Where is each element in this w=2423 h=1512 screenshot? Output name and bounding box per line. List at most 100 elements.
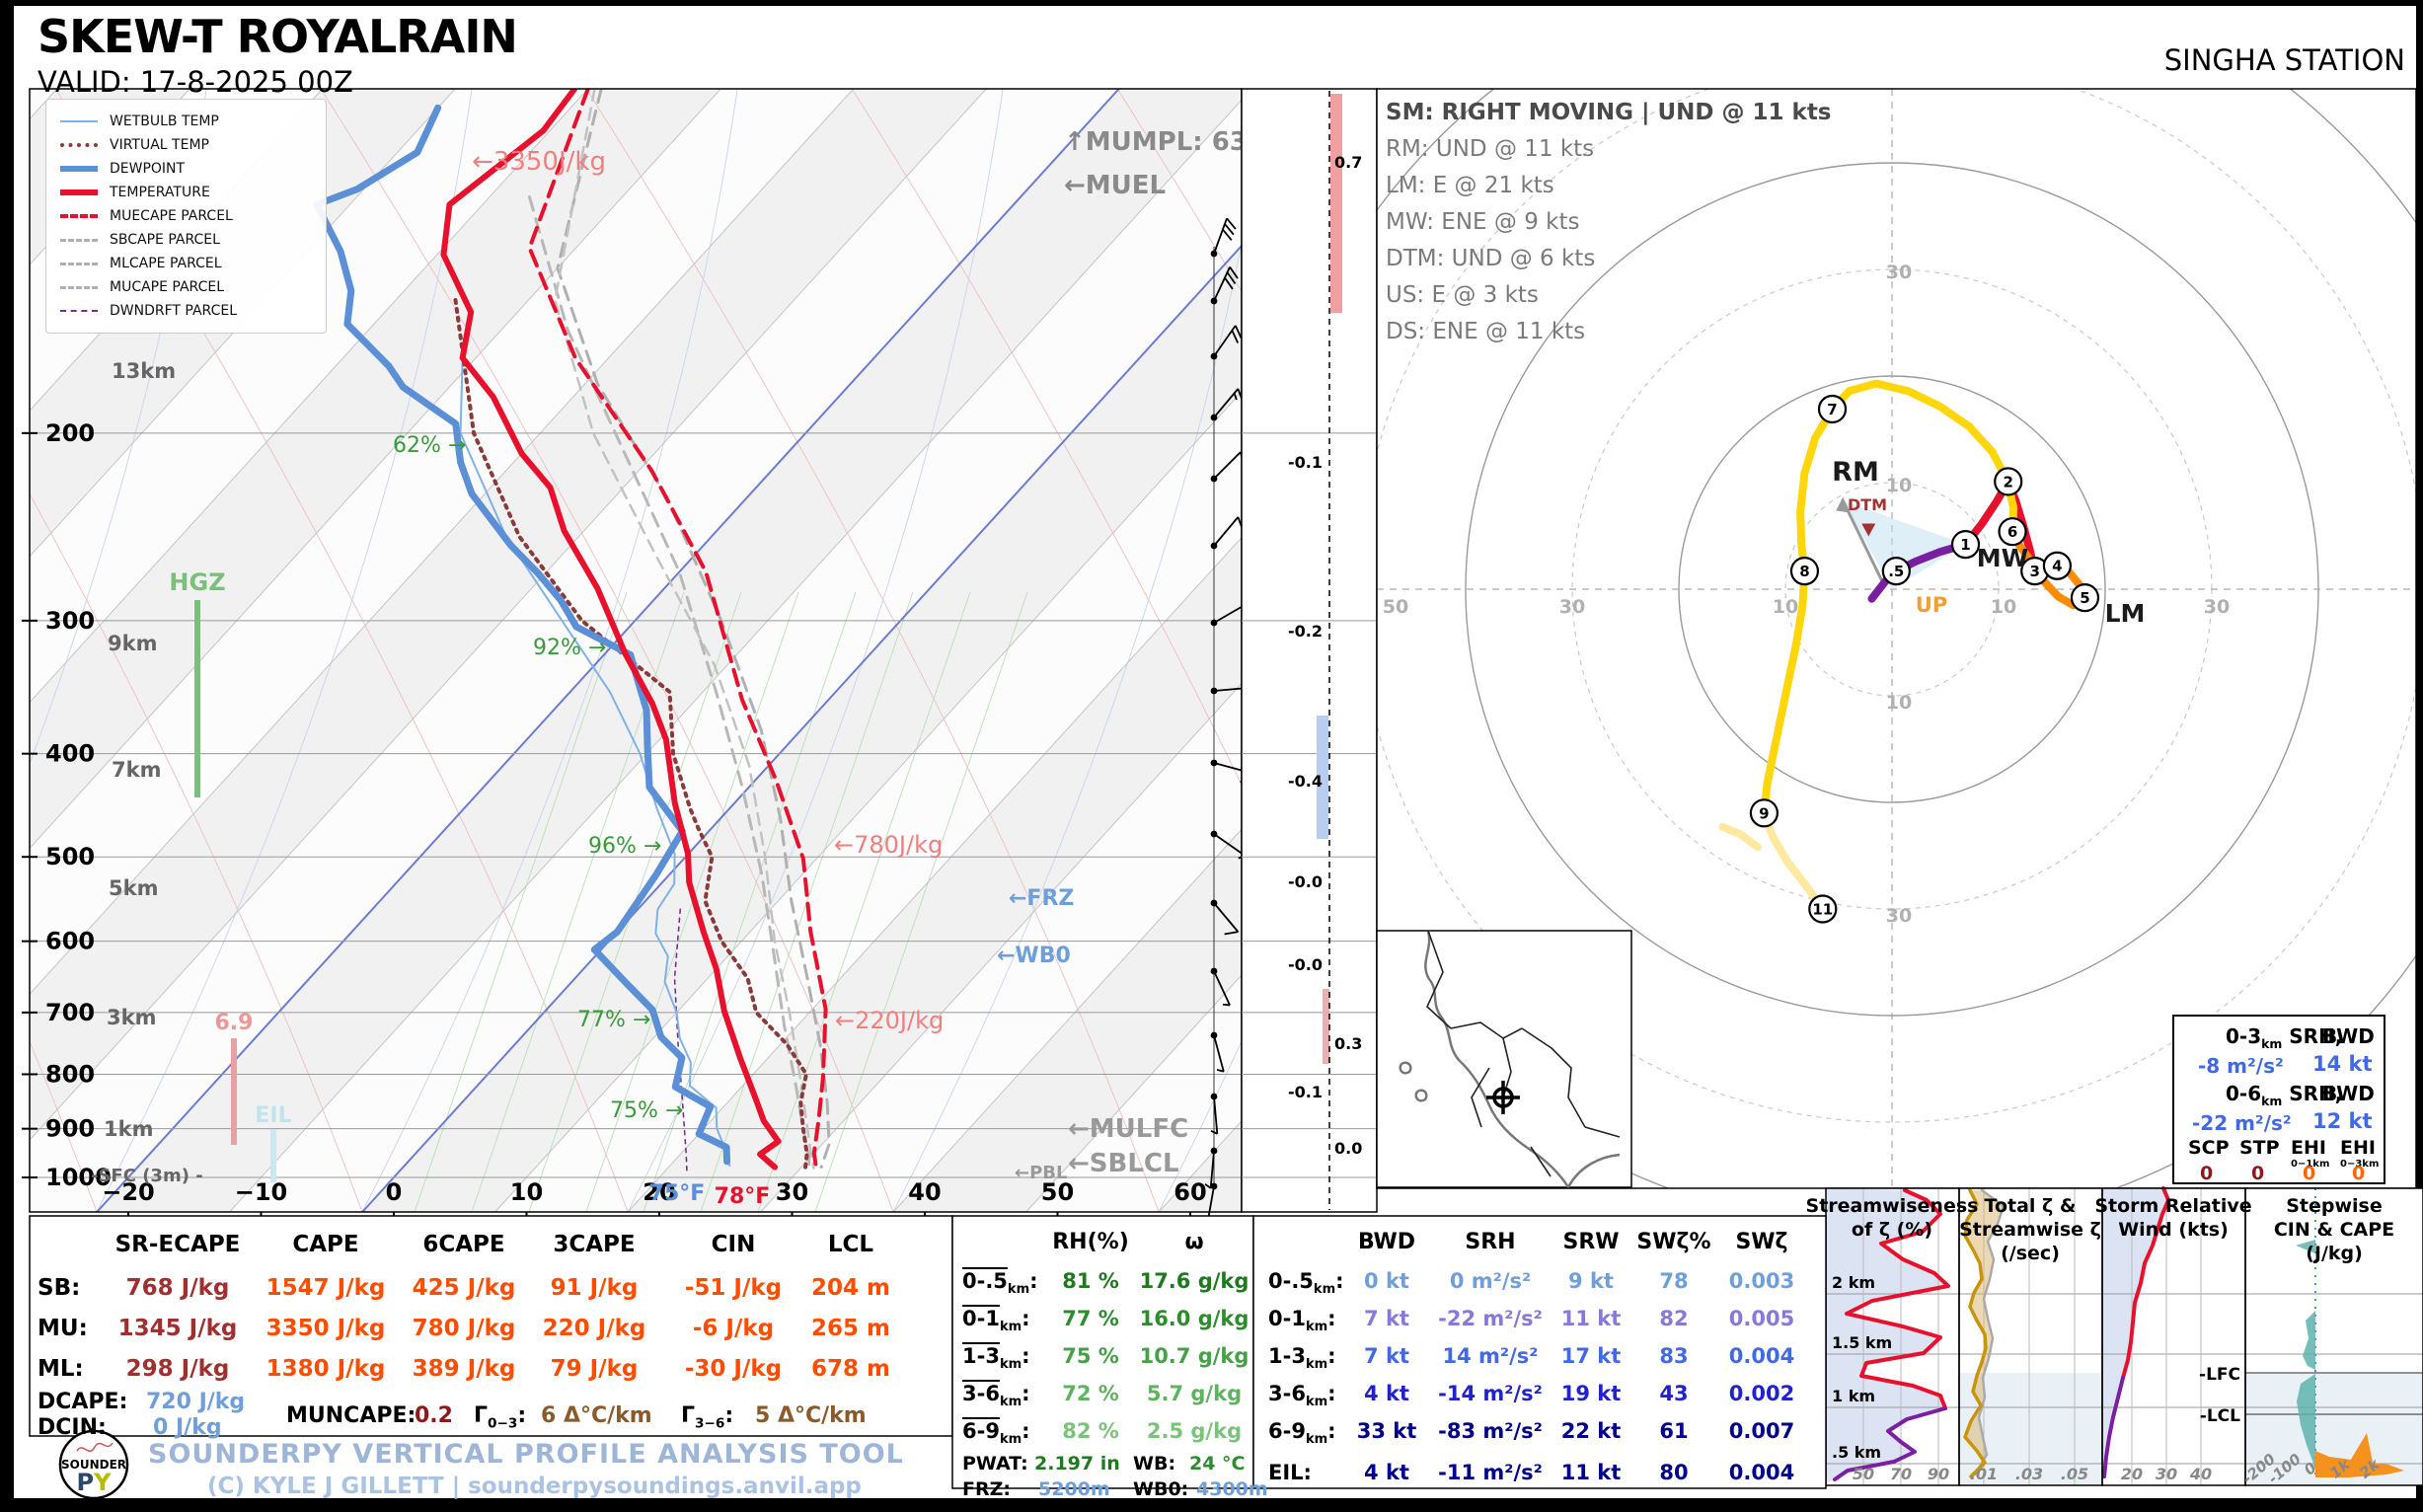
- isotherm-highlight: [96, 89, 1120, 1212]
- hodo-point-label-dtm: DTM: [1848, 495, 1887, 514]
- map-province-border: [1521, 1027, 1586, 1128]
- hodo-marker-label: 8: [1799, 563, 1809, 580]
- thermo-row-label: SB:: [38, 1275, 81, 1301]
- shear-table-border: [1252, 1215, 1827, 1489]
- panel-title: Storm Relative: [2094, 1195, 2251, 1217]
- wind-barb: [1210, 217, 1237, 258]
- height-label: 9km: [108, 632, 157, 655]
- hodo-ring-label: 30: [1886, 262, 1912, 283]
- rh-row-label: 0-.5km:: [962, 1269, 1038, 1298]
- index-value: 0: [2251, 1163, 2265, 1184]
- wetbulb-curve: [459, 356, 731, 1168]
- hodo-info-line: LM: E @ 21 kts: [1386, 173, 1554, 198]
- streamwiseness-curve-red: [1845, 1188, 1950, 1410]
- thermo-value: 1345 J/kg: [117, 1316, 238, 1341]
- hodo-marker-label: .5: [1888, 563, 1904, 580]
- rh-header: RH(%): [1052, 1230, 1129, 1254]
- panel-height-label: 2 km: [1832, 1273, 1875, 1292]
- legend-item: TEMPERATURE: [60, 181, 312, 204]
- station-marker: [1486, 1081, 1520, 1114]
- rh-row-label: 1-3km:: [962, 1344, 1030, 1373]
- hodo-marker-label: 2: [2004, 473, 2013, 491]
- shear-row-label: 0-.5km:: [1268, 1269, 1344, 1298]
- wind-barb: [1204, 1147, 1218, 1189]
- thermo-header: SR-ECAPE: [114, 1232, 241, 1257]
- skewt-annotation: ←MULFC: [1068, 1114, 1188, 1144]
- dcin-value: 0 J/kg: [153, 1415, 222, 1440]
- shear-value: 0 kt: [1364, 1269, 1409, 1293]
- shear-value: 11 kt: [1560, 1461, 1622, 1484]
- lapse36-value: 5 Δ°C/km: [755, 1403, 867, 1428]
- omega-value: -0.4: [1288, 772, 1323, 791]
- hodo-info-line: MW: ENE @ 9 kts: [1386, 209, 1580, 235]
- thermo-table-border: [29, 1215, 953, 1437]
- rh-row-label: 0-1km:: [962, 1307, 1030, 1335]
- index-header: EHI: [2291, 1137, 2326, 1159]
- thermo-row-label: ML:: [38, 1356, 84, 1382]
- skewt-annotation: ←3350J/kg: [472, 147, 606, 177]
- skewt-annotation: 6.9: [215, 1011, 254, 1035]
- hodo-info-line: DTM: UND @ 6 kts: [1386, 246, 1596, 271]
- rm-arrowhead: [1836, 496, 1850, 513]
- muncape-label: MUNCAPE:: [286, 1403, 416, 1428]
- shear-row-label: 0-1km:: [1268, 1307, 1336, 1335]
- thermo-value: 1547 J/kg: [265, 1275, 386, 1301]
- panel-title: CIN & CAPE: [2274, 1219, 2394, 1241]
- skewt-annotation: ←PBL: [1015, 1163, 1067, 1183]
- shear-header: SRW: [1562, 1230, 1620, 1254]
- srw-fill: [2102, 1188, 2168, 1480]
- pwat-label: PWAT:: [962, 1453, 1028, 1474]
- dcape-label: DCAPE:: [38, 1390, 128, 1414]
- thermo-value: -6 J/kg: [692, 1316, 775, 1341]
- stepwise-cape-shape: [2349, 1433, 2373, 1463]
- omega-value: -0.0: [1288, 872, 1323, 891]
- isotherm: [30, 89, 987, 1141]
- header: SKEW-T ROYALRAIN VALID: 17-8-2025 00Z: [38, 10, 518, 99]
- height-label: 7km: [112, 758, 161, 782]
- rh-table-border: [951, 1215, 1254, 1489]
- hodo-height-marker: 1: [1950, 530, 1981, 560]
- hodo-height-marker: 7: [1817, 394, 1848, 424]
- hodo-ring-label: 30: [1559, 596, 1585, 618]
- temp-label: 50: [1041, 1178, 1074, 1206]
- pwat-value: 2.197 in: [1034, 1453, 1120, 1474]
- streamwiseness-fill: [1826, 1188, 1948, 1483]
- thermo-header: LCL: [827, 1232, 874, 1257]
- skewt-annotation: EIL: [255, 1103, 291, 1128]
- panel-title: Streamwise ζ: [1959, 1219, 2101, 1241]
- isotherm: [30, 89, 721, 850]
- hodo-ring-label: 10: [1773, 596, 1798, 618]
- omega-value: -0.1: [1288, 453, 1323, 472]
- thermo-row-label: MU:: [38, 1316, 88, 1341]
- hodo-point-label-mw: MW: [1977, 544, 2028, 572]
- hodo-ring-label: 10: [1991, 596, 2016, 618]
- shear-value: 83: [1659, 1344, 1689, 1368]
- thermo-value: 3350 J/kg: [265, 1316, 386, 1341]
- panel-xtick: .03: [2015, 1465, 2043, 1483]
- shear-value: 22 kt: [1560, 1419, 1622, 1443]
- thermo-header: CAPE: [292, 1232, 359, 1257]
- map-coastline: [1566, 1153, 1621, 1188]
- mixing-ratio-line: [414, 591, 628, 1212]
- hodograph-info: SM: RIGHT MOVING | UND @ 11 kts RM: UND @…: [1386, 95, 1832, 350]
- rh-value: 81 %: [1062, 1269, 1119, 1293]
- wb0-label: WB0:: [1133, 1478, 1189, 1500]
- skewt-annotation: ←780J/kg: [834, 831, 943, 859]
- thermo-value: 91 J/kg: [550, 1275, 639, 1301]
- wind-barb: [1210, 325, 1243, 360]
- omega-border: [1241, 88, 1378, 1213]
- signature-line1: SOUNDERPY VERTICAL PROFILE ANALYSIS TOOL: [148, 1439, 904, 1470]
- shear-row-label: 1-3km:: [1268, 1344, 1336, 1373]
- wb-value: 24 °C: [1189, 1453, 1246, 1474]
- shear-row-label: 3-6km:: [1268, 1382, 1336, 1410]
- shear-header: SWζ: [1735, 1230, 1788, 1254]
- moist-adiabat: [627, 89, 1004, 1212]
- shear-value: -14 m²/s²: [1438, 1382, 1543, 1405]
- hodo-height-marker: 8: [1789, 557, 1820, 586]
- srh-box-header: BWD: [2322, 1082, 2375, 1105]
- thermo-value: 768 J/kg: [125, 1275, 230, 1301]
- rh-value: 75 %: [1062, 1344, 1119, 1368]
- hodo-ring-label: 50: [1383, 596, 1408, 618]
- panel-title: (/sec): [2001, 1243, 2060, 1264]
